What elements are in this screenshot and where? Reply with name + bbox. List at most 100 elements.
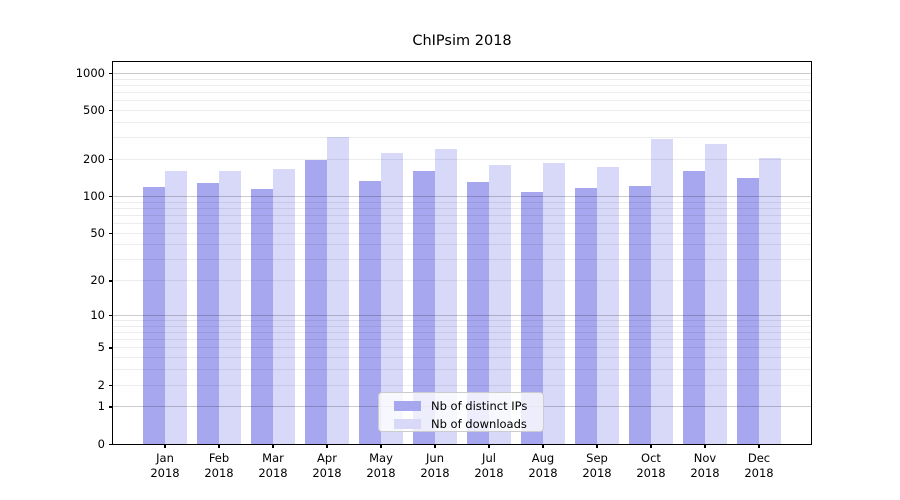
y-tick-mark [108, 384, 113, 386]
x-tick-mark [272, 444, 274, 448]
legend-row-downloads: Nb of downloads [394, 416, 543, 431]
x-tick-label-may: May 2018 [366, 451, 396, 480]
legend-label-ips: Nb of distinct IPs [431, 398, 528, 413]
x-tick-mark [488, 444, 490, 448]
bar-ips-dec [737, 177, 759, 444]
y-tick-label: 2 [97, 377, 105, 392]
bar-ips-sep [575, 188, 597, 444]
bar-ips-mar [251, 189, 273, 444]
y-tick-mark [108, 406, 113, 408]
y-tick-mark [108, 443, 113, 445]
gridline-minor [113, 280, 811, 282]
gridline-minor [113, 122, 811, 123]
gridline-minor [113, 110, 811, 112]
bar-downloads-jan [165, 171, 187, 444]
x-tick-mark [434, 444, 436, 448]
x-tick-label-mar: Mar 2018 [258, 451, 288, 480]
x-tick-mark [704, 444, 706, 448]
bar-ips-feb [197, 182, 219, 444]
y-tick-mark [108, 110, 113, 112]
gridline-major [113, 314, 811, 316]
y-tick-mark [108, 314, 113, 317]
bar-ips-jan [143, 186, 165, 444]
gridline-minor [113, 369, 811, 371]
y-tick-mark [108, 347, 113, 349]
gridline-minor [113, 201, 811, 203]
bar-ips-may [359, 180, 381, 444]
gridline-minor [113, 320, 811, 321]
x-tick-label-sep: Sep 2018 [582, 451, 612, 480]
x-tick-mark [758, 444, 760, 448]
x-tick-mark [164, 444, 166, 448]
gridline-minor [113, 339, 811, 341]
legend-label-downloads: Nb of downloads [431, 416, 527, 431]
bar-downloads-apr [327, 137, 349, 444]
x-tick-label-jun: Jun 2018 [420, 451, 450, 480]
legend-swatch-downloads [394, 418, 421, 429]
x-tick-mark [218, 444, 220, 448]
gridline-major [113, 195, 811, 197]
gridline-minor [113, 357, 811, 359]
y-tick-mark [108, 280, 113, 282]
x-tick-mark [596, 444, 598, 448]
x-tick-mark [380, 444, 382, 448]
gridline-minor [113, 232, 811, 234]
x-tick-label-jan: Jan 2018 [150, 451, 180, 480]
bar-downloads-feb [219, 171, 241, 444]
gridline-minor [113, 384, 811, 386]
gridline-minor [113, 137, 811, 139]
gridline-minor [113, 244, 811, 246]
bar-downloads-jul [489, 164, 511, 444]
gridline-minor [113, 84, 811, 86]
bar-downloads-aug [543, 162, 565, 444]
y-tick-label: 20 [90, 273, 105, 288]
y-tick-label: 500 [83, 103, 105, 118]
bar-ips-jul [467, 181, 489, 444]
gridline-minor [113, 259, 811, 261]
gridline-minor [113, 78, 811, 80]
x-tick-label-nov: Nov 2018 [690, 451, 720, 480]
y-tick-label: 5 [97, 340, 105, 355]
gridline-minor [113, 347, 811, 349]
y-tick-label: 10 [90, 307, 105, 322]
y-tick-label: 1000 [75, 65, 105, 80]
y-tick-mark [108, 232, 113, 234]
gridline-minor [113, 214, 811, 216]
chart-title: ChIPsim 2018 [412, 33, 512, 49]
y-tick-label: 1 [97, 399, 105, 414]
legend-row-ips: Nb of distinct IPs [394, 398, 543, 413]
bar-ips-oct [629, 185, 651, 444]
x-tick-label-dec: Dec 2018 [744, 451, 774, 480]
bar-ips-nov [683, 170, 705, 444]
gridline-minor [113, 331, 811, 333]
bar-downloads-may [381, 153, 403, 444]
x-tick-label-feb: Feb 2018 [204, 451, 234, 480]
legend: Nb of distinct IPs Nb of downloads [378, 392, 544, 432]
gridline-minor [113, 207, 811, 209]
y-tick-mark [108, 195, 113, 198]
bar-ips-jun [413, 170, 435, 444]
x-tick-mark [542, 444, 544, 448]
x-tick-mark [650, 444, 652, 448]
gridline-minor [113, 325, 811, 327]
bar-ips-apr [305, 159, 327, 444]
gridline-minor [113, 92, 811, 94]
bar-downloads-jun [435, 148, 457, 444]
x-tick-label-apr: Apr 2018 [312, 451, 342, 480]
bar-downloads-oct [651, 139, 673, 444]
bar-downloads-mar [273, 168, 295, 444]
y-tick-mark [108, 72, 113, 75]
x-tick-label-jul: Jul 2018 [474, 451, 504, 480]
gridline-minor [113, 100, 811, 102]
y-tick-label: 50 [90, 225, 105, 240]
bar-downloads-sep [597, 167, 619, 444]
x-tick-label-oct: Oct 2018 [636, 451, 666, 480]
gridline-minor [113, 223, 811, 224]
plot-area: Nb of distinct IPs Nb of downloads [112, 61, 812, 445]
gridline-minor [113, 159, 811, 161]
bar-ips-aug [521, 191, 543, 444]
legend-swatch-ips [394, 400, 421, 411]
bar-downloads-dec [759, 157, 781, 444]
bar-downloads-nov [705, 143, 727, 444]
x-tick-label-aug: Aug 2018 [528, 451, 558, 480]
